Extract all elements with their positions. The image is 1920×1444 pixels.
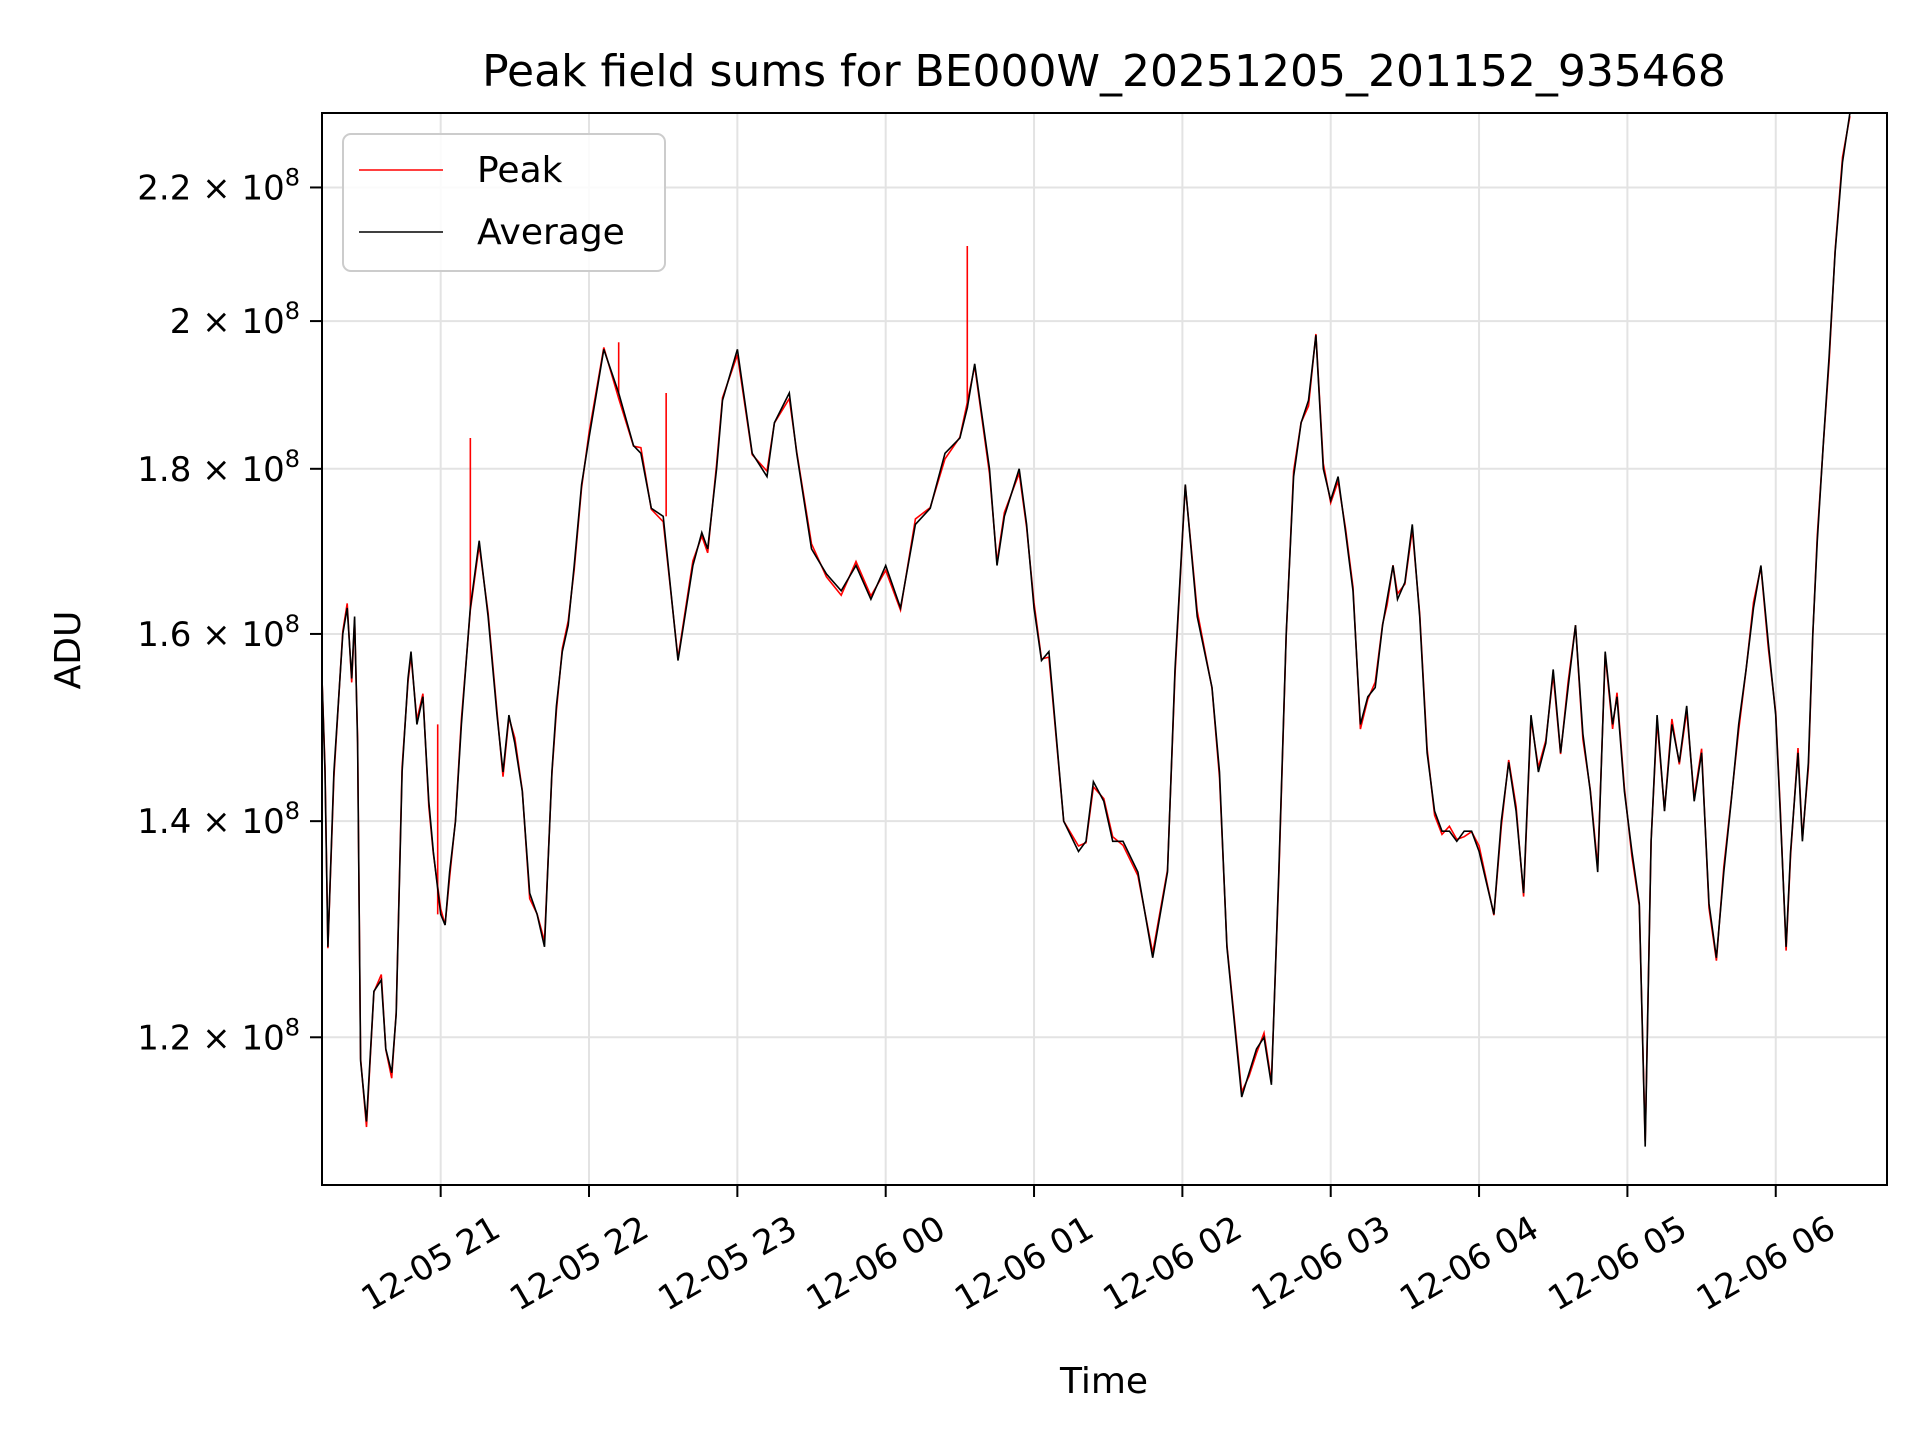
plot-frame [321, 112, 1888, 1186]
y-tick-label: 1.6 × 108 [137, 610, 300, 655]
series-group [322, 113, 1851, 1147]
series-layer [322, 113, 1851, 1147]
legend-average-label: Average [477, 212, 625, 253]
grid-layer [322, 113, 1887, 1185]
chart-title: Peak field sums for BE000W_20251205_2011… [482, 46, 1726, 97]
y-tick-label: 2.2 × 108 [137, 163, 300, 208]
legend-box [342, 133, 666, 272]
y-tick-label: 1.8 × 108 [137, 445, 300, 490]
y-tick-label: 1.4 × 108 [137, 797, 300, 842]
y-axis-label: ADU [48, 611, 89, 690]
y-tick-label: 1.2 × 108 [137, 1013, 300, 1058]
average-series-line [322, 113, 1851, 1147]
legend: Peak Average [342, 133, 666, 272]
x-axis-label: Time [1059, 1361, 1148, 1402]
legend-peak-label: Peak [477, 150, 563, 191]
y-axis-ticks: 1.2 × 108 1.4 × 108 1.6 × 108 1.8 × 108 2 × … [137, 163, 322, 1058]
y-tick-label: 2 × 108 [170, 297, 300, 342]
